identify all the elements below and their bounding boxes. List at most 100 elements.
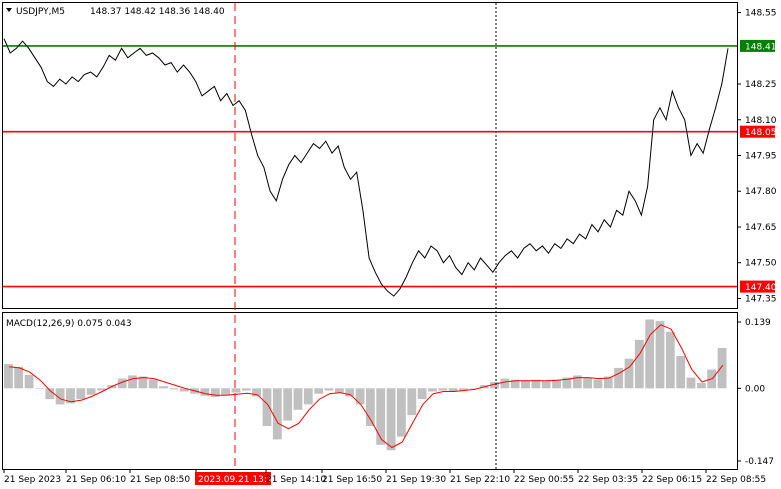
macd-bar bbox=[614, 367, 623, 389]
macd-bar bbox=[717, 348, 727, 389]
x-tick-label: 2023.09.21 13:10 bbox=[198, 475, 279, 485]
macd-bar bbox=[397, 388, 406, 437]
macd-bar bbox=[386, 388, 396, 451]
macd-bar bbox=[676, 356, 686, 389]
macd-bar bbox=[562, 377, 572, 389]
y-tick-label: 148.25 bbox=[745, 80, 777, 90]
macd-bar bbox=[252, 388, 261, 397]
signal-line bbox=[9, 324, 724, 449]
macd-bar bbox=[376, 388, 386, 445]
macd-bar bbox=[324, 388, 334, 391]
macd-bar bbox=[24, 374, 34, 389]
x-tick-label: 22 Sep 08:55 bbox=[706, 475, 766, 485]
macd-bar bbox=[438, 388, 448, 391]
macd-bar bbox=[459, 388, 468, 391]
level-badge bbox=[740, 125, 775, 138]
level-badge-label: 148.05 bbox=[745, 128, 777, 138]
macd-bar bbox=[541, 380, 551, 389]
macd-bar bbox=[552, 379, 561, 389]
y-tick-label: 148.55 bbox=[745, 9, 777, 19]
x-tick-label: 22 Sep 06:15 bbox=[642, 475, 702, 485]
macd-bar bbox=[159, 386, 168, 389]
macd-bar bbox=[521, 380, 530, 389]
macd-bar bbox=[500, 378, 510, 389]
macd-bar bbox=[603, 376, 613, 389]
x-tick-label: 21 Sep 19:30 bbox=[386, 475, 446, 485]
macd-bar bbox=[490, 381, 499, 389]
x-tick-label: 21 Sep 22:10 bbox=[450, 475, 510, 485]
macd-bar bbox=[665, 331, 675, 389]
y-tick-label: 0.139 bbox=[745, 318, 771, 328]
dropdown-triangle-icon[interactable] bbox=[6, 8, 12, 12]
y-tick-label: 148.10 bbox=[745, 116, 777, 126]
macd-bar bbox=[335, 388, 344, 393]
macd-bar bbox=[4, 364, 13, 389]
x-tick-label: 21 Sep 16:50 bbox=[322, 475, 382, 485]
macd-bar bbox=[66, 388, 75, 404]
symbol-label: USDJPY,M5 bbox=[16, 7, 65, 17]
macd-bar bbox=[572, 375, 582, 389]
macd-bar bbox=[241, 388, 251, 391]
macd-bar bbox=[210, 388, 220, 397]
macd-bar bbox=[469, 388, 479, 389]
x-tick-label: 22 Sep 03:35 bbox=[578, 475, 638, 485]
macd-bar bbox=[697, 382, 706, 389]
level-badge bbox=[740, 280, 775, 293]
macd-bar bbox=[128, 375, 137, 389]
macd-label: MACD(12,26,9) 0.075 0.043 bbox=[6, 319, 132, 329]
macd-bar bbox=[272, 388, 282, 440]
macd-bar bbox=[634, 339, 644, 389]
x-tick-label: 21 Sep 14:10 bbox=[266, 475, 326, 485]
macd-bar bbox=[686, 377, 696, 389]
macd-bar bbox=[221, 388, 230, 395]
y-tick-label: 0.00 bbox=[745, 384, 765, 394]
macd-bar bbox=[417, 388, 427, 400]
macd-bar bbox=[97, 388, 106, 391]
macd-bar bbox=[76, 388, 86, 400]
macd-bar bbox=[314, 388, 324, 394]
x-tick-label: 21 Sep 06:10 bbox=[66, 475, 126, 485]
macd-bar bbox=[366, 388, 375, 426]
ohlc-readout: 148.37 148.42 148.36 148.40 bbox=[90, 7, 225, 17]
macd-bar bbox=[200, 388, 210, 396]
macd-bar bbox=[345, 388, 355, 397]
y-tick-label: 147.80 bbox=[745, 187, 777, 197]
time-marker-badge bbox=[195, 472, 271, 485]
macd-bar bbox=[283, 388, 293, 421]
macd-bar bbox=[593, 379, 603, 389]
macd-bar bbox=[148, 379, 158, 389]
macd-bar bbox=[583, 377, 592, 389]
macd-bar bbox=[231, 388, 241, 393]
y-tick-label: 147.65 bbox=[745, 223, 777, 233]
macd-bar bbox=[117, 378, 127, 389]
price-series-line bbox=[3, 38, 729, 297]
macd-bar bbox=[645, 319, 655, 389]
y-tick-label: 147.35 bbox=[745, 295, 777, 305]
macd-bar bbox=[510, 379, 520, 389]
x-tick-label: 22 Sep 00:55 bbox=[514, 475, 574, 485]
macd-bar bbox=[655, 321, 665, 389]
macd-bar bbox=[169, 388, 179, 390]
macd-bar bbox=[55, 388, 65, 405]
level-badge-label: 147.40 bbox=[745, 283, 777, 293]
y-tick-label: -0.147 bbox=[745, 457, 774, 467]
macd-bar bbox=[86, 388, 96, 395]
macd-panel bbox=[2, 312, 738, 470]
macd-bar bbox=[35, 388, 44, 389]
macd-bar bbox=[428, 388, 437, 392]
x-tick-label: 21 Sep 2023 bbox=[4, 475, 61, 485]
level-badge bbox=[740, 39, 775, 52]
macd-bar bbox=[262, 388, 272, 426]
header: USDJPY,M5 148.37 148.42 148.36 148.40 bbox=[6, 7, 225, 17]
macd-bar bbox=[303, 388, 313, 405]
macd-bar bbox=[531, 379, 541, 389]
macd-bar bbox=[14, 366, 24, 389]
macd-bar bbox=[355, 388, 365, 405]
macd-bar bbox=[293, 388, 303, 410]
y-tick-label: 147.50 bbox=[745, 259, 777, 269]
macd-bar bbox=[624, 358, 634, 389]
x-tick-label: 21 Sep 08:50 bbox=[130, 475, 190, 485]
macd-bar bbox=[138, 376, 148, 389]
